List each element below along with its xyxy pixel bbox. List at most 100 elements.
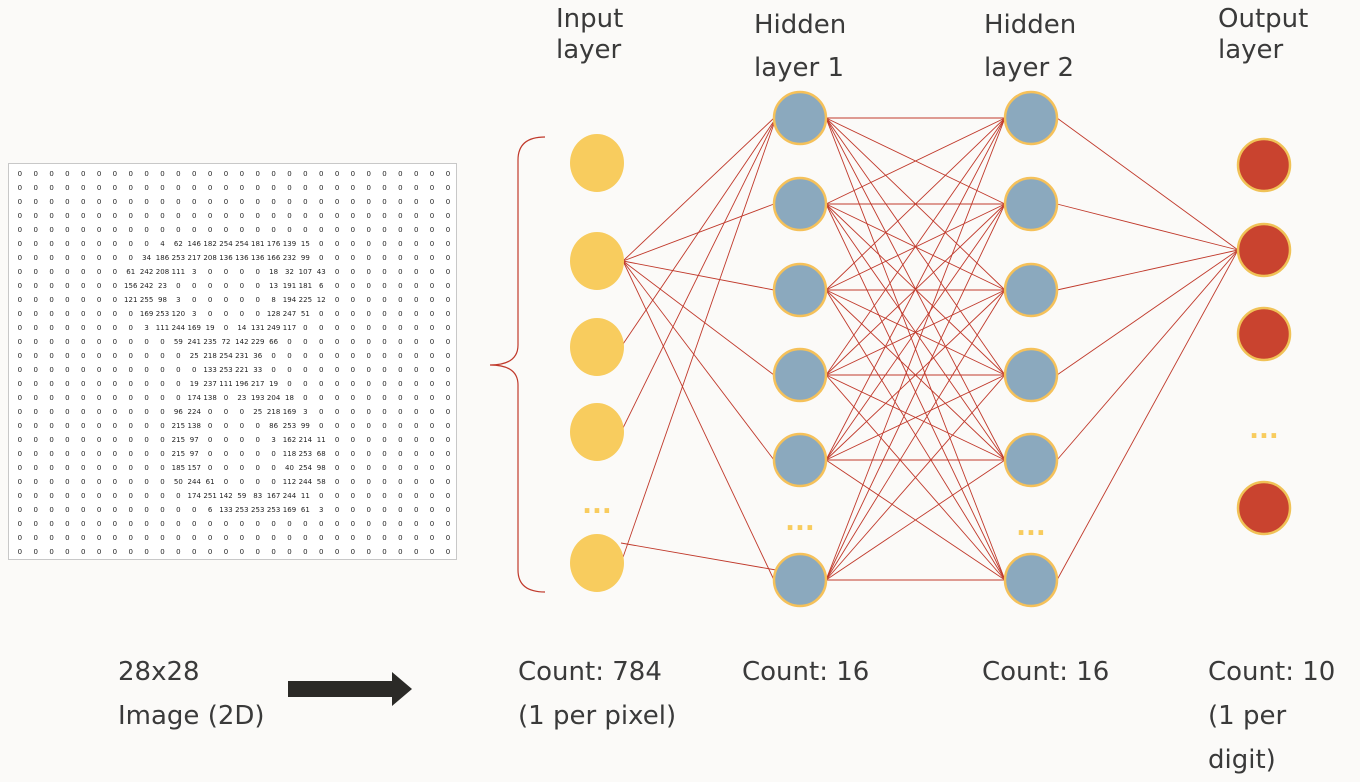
grid-cell: 0: [255, 282, 260, 290]
grid-cell: 0: [192, 226, 197, 234]
grid-cell: 0: [318, 492, 324, 500]
grid-cell: 254: [219, 240, 233, 248]
grid-cell: 0: [350, 478, 356, 486]
grid-cell: 0: [318, 254, 324, 262]
hidden1-node: [772, 347, 828, 403]
image-size-line1: 28x28: [118, 657, 200, 687]
grid-cell: 0: [49, 254, 54, 262]
grid-cell: 0: [255, 464, 260, 472]
grid-cell: 251: [203, 492, 217, 500]
grid-cell: 0: [17, 212, 23, 220]
grid-cell: 0: [318, 338, 324, 346]
grid-cell: 0: [429, 534, 435, 542]
grid-cell: 0: [413, 548, 419, 556]
grid-cell: 0: [65, 520, 70, 528]
edge-input-hidden1: [622, 260, 775, 581]
grid-cell: 0: [318, 534, 324, 542]
hidden2-node: [1003, 262, 1059, 318]
grid-cell: 174: [187, 492, 201, 500]
grid-cell: 242: [139, 268, 154, 276]
grid-cell: 181: [251, 240, 265, 248]
grid-cell: 0: [413, 394, 419, 402]
grid-cell: 0: [144, 240, 149, 248]
grid-cell: 19: [189, 380, 199, 388]
grid-cell: 0: [255, 296, 260, 304]
grid-row: 0 0 0 0 0 0 0 0 0 0 0 0 0 0 0 0 0 0 0 0 0 0 0 0 0 0 0 0: [12, 195, 456, 209]
grid-cell: 0: [96, 506, 102, 514]
grid-cell: 0: [334, 408, 340, 416]
grid-cell: 0: [366, 282, 371, 290]
input-count-line1: Count: 784: [518, 657, 662, 687]
grid-cell: 181: [298, 282, 313, 290]
grid-cell: 244: [171, 324, 186, 332]
grid-cell: 0: [207, 450, 213, 458]
grid-cell: 0: [223, 184, 229, 192]
grid-cell: 0: [255, 534, 260, 542]
pixel-value-grid: 0 0 0 0 0 0 0 0 0 0 0 0 0 0 0 0 0 0 0 0 0 0 0 0 0 0 0 0 0 0 0 0 0 0 0 0 0 0 0 0…: [8, 163, 457, 560]
grid-cell: 249: [266, 324, 281, 332]
grid-cell: 146: [187, 240, 201, 248]
grid-cell: 111: [155, 324, 170, 332]
grid-row: 0 0 0 0 0 0 0 0 0 0 0 0 0 0 0 0 0 0 0 0 0 0 0 0 0 0 0 0: [12, 531, 456, 545]
grid-cell: 0: [382, 394, 387, 402]
grid-cell: 0: [382, 254, 387, 262]
grid-cell: 62: [173, 240, 183, 248]
grid-cell: 0: [445, 212, 451, 220]
grid-cell: 0: [65, 310, 70, 318]
grid-cell: 254: [219, 352, 233, 360]
grid-cell: 0: [192, 548, 197, 556]
grid-cell: 0: [160, 520, 165, 528]
grid-cell: 0: [96, 282, 102, 290]
grid-cell: 0: [96, 478, 102, 486]
grid-cell: 253: [251, 506, 265, 514]
grid-cell: 0: [33, 422, 38, 430]
grid-cell: 0: [334, 170, 340, 178]
grid-cell: 0: [80, 310, 86, 318]
grid-cell: 0: [303, 548, 308, 556]
grid-cell: 0: [255, 520, 260, 528]
grid-cell: 0: [96, 548, 102, 556]
grid-cell: 0: [303, 366, 308, 374]
grid-cell: 0: [17, 464, 23, 472]
grid-cell: 0: [192, 520, 197, 528]
grid-cell: 0: [445, 450, 451, 458]
grid-cell: 0: [144, 366, 149, 374]
grid-cell: 0: [334, 198, 340, 206]
grid-cell: 0: [429, 380, 435, 388]
grid-cell: 0: [33, 506, 38, 514]
grid-cell: 0: [223, 408, 229, 416]
edge-input-hidden1: [620, 117, 777, 433]
grid-cell: 0: [445, 422, 451, 430]
grid-cell: 0: [398, 240, 403, 248]
grid-cell: 0: [413, 198, 419, 206]
grid-cell: 0: [318, 408, 324, 416]
grid-cell: 0: [334, 338, 340, 346]
grid-cell: 0: [334, 492, 340, 500]
grid-cell: 0: [65, 464, 70, 472]
grid-cell: 0: [271, 198, 276, 206]
hidden2-layer-title: Hidden layer 2: [984, 4, 1076, 90]
grid-cell: 0: [192, 170, 197, 178]
grid-cell: 12: [316, 296, 326, 304]
grid-cell: 23: [158, 282, 167, 290]
grid-cell: 0: [96, 422, 102, 430]
grid-cell: 0: [366, 464, 371, 472]
grid-cell: 169: [139, 310, 154, 318]
output-node: [1236, 137, 1292, 193]
grid-cell: 0: [398, 506, 403, 514]
grid-cell: 0: [33, 310, 38, 318]
grid-cell: 33: [253, 366, 263, 374]
grid-cell: 0: [96, 408, 102, 416]
grid-cell: 0: [287, 184, 292, 192]
grid-cell: 0: [445, 254, 451, 262]
grid-cell: 0: [413, 380, 419, 388]
grid-cell: 0: [334, 226, 340, 234]
grid-cell: 194: [282, 296, 297, 304]
grid-cell: 0: [128, 548, 133, 556]
grid-cell: 0: [65, 296, 70, 304]
grid-cell: 0: [144, 534, 149, 542]
grid-cell: 0: [49, 212, 54, 220]
grid-cell: 0: [413, 464, 419, 472]
grid-cell: 0: [223, 450, 229, 458]
grid-cell: 0: [334, 296, 340, 304]
